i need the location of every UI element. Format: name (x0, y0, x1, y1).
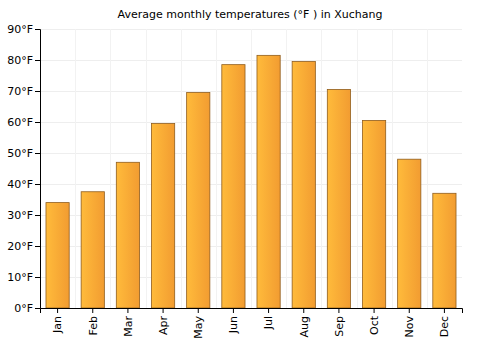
bar (187, 93, 210, 308)
x-tick-mark (268, 308, 269, 313)
x-tick: Jan (51, 308, 64, 334)
x-tick-mark (444, 308, 445, 313)
x-tick-mark (409, 308, 410, 313)
grid-line-vertical (216, 29, 217, 308)
bar (362, 120, 385, 308)
bar (116, 162, 139, 308)
x-tick: Jun (227, 308, 240, 334)
bar (433, 193, 456, 308)
y-tick: 0°F (14, 302, 40, 315)
x-tick-label: Oct (368, 315, 381, 335)
grid-line-vertical (357, 29, 358, 308)
x-tick-label: Mar (122, 316, 135, 337)
x-tick-label: Jul (262, 316, 275, 330)
y-axis: 0°F 10°F 20°F 30°F 40°F 50°F 60°F 70°F 80°F 90°F (7, 23, 40, 315)
x-tick-label: Sep (333, 316, 346, 337)
grid-line-vertical (392, 29, 393, 308)
bar (46, 203, 69, 308)
grid-line-vertical (251, 29, 252, 308)
bar (292, 62, 315, 308)
y-tick-label: 20°F (7, 240, 33, 253)
y-tick: 90°F (7, 23, 40, 36)
grid-line-vertical (146, 29, 147, 308)
x-tick-label: Nov (403, 316, 416, 338)
x-tick: Aug (298, 308, 311, 337)
x-tick-label: Feb (87, 316, 100, 335)
x-tick: Dec (438, 308, 451, 337)
x-tick: Nov (403, 308, 416, 337)
chart-title: Average monthly temperatures (°F ) in Xu… (118, 8, 383, 21)
x-tick: Oct (368, 308, 381, 335)
x-tick: Sep (333, 308, 346, 337)
bar (398, 159, 421, 308)
x-tick-mark (303, 308, 304, 313)
y-tick-mark (35, 29, 40, 30)
grid-line-vertical (181, 29, 182, 308)
y-tick-mark (35, 91, 40, 92)
bars (46, 55, 456, 308)
y-tick-mark (35, 246, 40, 247)
grid-line-vertical (75, 29, 76, 308)
x-tick-mark (163, 308, 164, 313)
y-tick-label: 90°F (7, 23, 33, 36)
y-tick-mark (35, 277, 40, 278)
plot-area: 0°F 10°F 20°F 30°F 40°F 50°F 60°F 70°F 80°F 90°F J… (7, 23, 462, 339)
bar (257, 55, 280, 308)
x-tick-label: Jan (51, 316, 64, 334)
y-tick: 40°F (7, 178, 40, 191)
y-tick-label: 30°F (7, 209, 33, 222)
x-tick: Apr (157, 308, 170, 335)
y-tick: 20°F (7, 240, 40, 253)
grid-line-vertical (427, 29, 428, 308)
y-tick-mark (35, 122, 40, 123)
y-tick: 10°F (7, 271, 40, 284)
x-tick-mark (127, 308, 128, 313)
y-tick: 60°F (7, 116, 40, 129)
x-tick-label: Jun (227, 316, 240, 334)
x-axis: Jan Feb Mar Apr May Jun Jul Aug Sep Oct Nov Dec (41, 308, 463, 339)
y-tick: 70°F (7, 85, 40, 98)
y-tick: 50°F (7, 147, 40, 160)
x-tick-label: Aug (298, 316, 311, 337)
x-tick-label: May (192, 316, 205, 339)
grid-line-vertical (110, 29, 111, 308)
x-tick: Feb (87, 308, 100, 335)
y-axis-line (35, 30, 41, 309)
y-tick-label: 0°F (14, 302, 33, 315)
grid-line-vertical (286, 29, 287, 308)
y-tick-label: 50°F (7, 147, 33, 160)
grid (40, 29, 462, 309)
x-tick-mark (198, 308, 199, 313)
bar (151, 124, 174, 308)
x-tick-mark (92, 308, 93, 313)
y-tick-label: 60°F (7, 116, 33, 129)
y-tick-mark (35, 153, 40, 154)
bar (327, 89, 350, 308)
y-tick-mark (35, 184, 40, 185)
y-tick-mark (35, 215, 40, 216)
x-tick-mark (338, 308, 339, 313)
bar (81, 192, 104, 308)
bar (222, 65, 245, 308)
x-tick-label: Apr (157, 316, 170, 336)
y-tick: 30°F (7, 209, 40, 222)
y-tick-label: 70°F (7, 85, 33, 98)
x-axis-line (41, 309, 463, 314)
grid-line-vertical (321, 29, 322, 308)
y-tick-mark (35, 60, 40, 61)
x-tick-mark (374, 308, 375, 313)
x-tick-mark (233, 308, 234, 313)
y-tick-label: 40°F (7, 178, 33, 191)
x-tick: Mar (122, 308, 135, 337)
y-tick: 80°F (7, 54, 40, 67)
x-tick-mark (57, 308, 58, 313)
y-tick-mark (35, 308, 40, 309)
chart: 0°F 10°F 20°F 30°F 40°F 50°F 60°F 70°F 80°F 90°F J… (0, 0, 500, 350)
x-tick: Jul (262, 308, 275, 330)
y-tick-label: 10°F (7, 271, 33, 284)
y-tick-label: 80°F (7, 54, 33, 67)
x-tick-label: Dec (438, 316, 451, 337)
x-tick: May (192, 308, 205, 339)
